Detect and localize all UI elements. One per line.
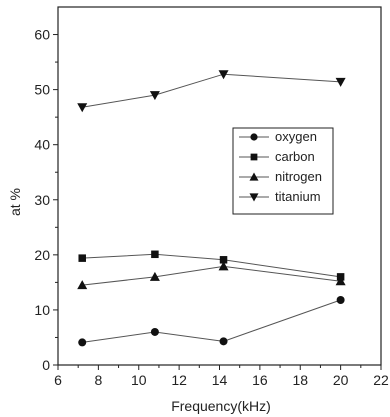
series-line-titanium (82, 73, 341, 108)
legend-label-nitrogen: nitrogen (275, 169, 322, 184)
data-point-titanium (335, 77, 346, 87)
y-tick-label: 30 (34, 192, 50, 208)
legend-marker-oxygen (250, 133, 258, 141)
data-point-oxygen (78, 338, 87, 347)
data-point-oxygen (336, 296, 345, 305)
y-tick-label: 60 (34, 27, 50, 43)
x-tick-label: 18 (292, 372, 308, 388)
x-tick-label: 22 (373, 372, 389, 388)
legend-marker-titanium (249, 193, 259, 202)
data-point-carbon (219, 256, 228, 264)
legend-marker-nitrogen (249, 172, 259, 181)
x-axis-title: Frequency(kHz) (171, 398, 271, 414)
x-tick-label: 8 (94, 372, 102, 388)
data-point-titanium (218, 70, 229, 80)
data-point-oxygen (150, 327, 159, 336)
data-point-carbon (151, 250, 159, 259)
legend-label-titanium: titanium (275, 189, 321, 204)
x-tick-label: 10 (131, 372, 147, 388)
data-point-titanium (77, 103, 88, 113)
legend-marker-carbon (250, 153, 258, 161)
legend-box (232, 127, 334, 215)
y-tick-label: 40 (34, 137, 50, 153)
y-tick-label: 0 (42, 357, 50, 373)
y-tick-label: 20 (34, 247, 50, 263)
series-line-carbon (82, 253, 341, 278)
legend-label-carbon: carbon (275, 149, 315, 164)
x-tick-label: 12 (171, 372, 187, 388)
y-tick-label: 10 (34, 302, 50, 318)
data-point-nitrogen (149, 271, 160, 281)
x-tick-label: 14 (212, 372, 228, 388)
data-point-carbon (78, 254, 86, 262)
y-tick-label: 50 (34, 82, 50, 98)
x-tick-label: 16 (252, 372, 268, 388)
series-line-nitrogen (82, 265, 341, 286)
x-tick-label: 6 (54, 372, 62, 388)
data-point-nitrogen (218, 261, 229, 271)
data-point-oxygen (219, 337, 228, 346)
data-point-nitrogen (77, 280, 88, 290)
legend-label-oxygen: oxygen (275, 129, 317, 144)
data-point-nitrogen (335, 276, 346, 286)
y-axis-title: at % (7, 188, 23, 216)
series-line-oxygen (82, 299, 341, 343)
data-point-titanium (149, 91, 160, 101)
x-tick-label: 20 (333, 372, 349, 388)
